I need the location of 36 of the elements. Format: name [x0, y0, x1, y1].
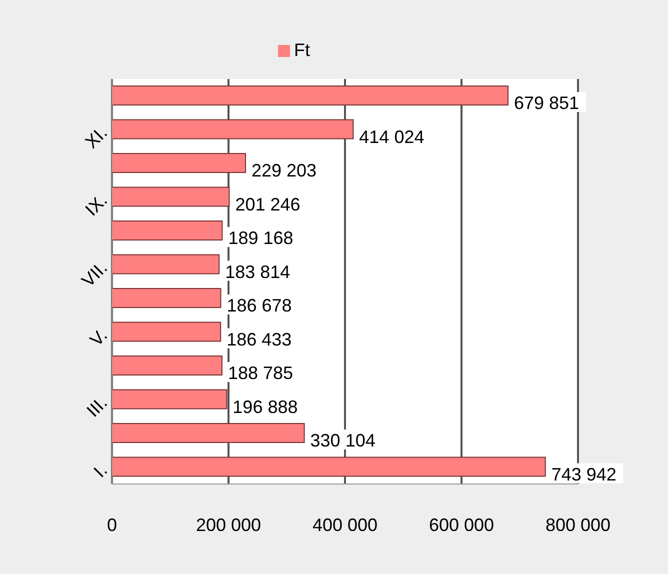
data-label: 679 851 [514, 93, 580, 113]
bar [112, 119, 354, 140]
x-tick-label: 200 000 [196, 514, 262, 535]
y-tick-label: III. [82, 392, 112, 421]
data-label: 186 678 [226, 296, 292, 316]
data-label: 229 203 [252, 160, 317, 180]
bar [112, 254, 220, 274]
data-label: 189 168 [228, 228, 294, 248]
bar [112, 186, 230, 207]
data-label: 188 785 [228, 363, 294, 383]
y-tick-label: I. [90, 460, 112, 482]
data-label: 330 104 [310, 430, 376, 450]
bar [112, 220, 223, 240]
x-tick-label: 400 000 [312, 514, 378, 535]
bar [112, 322, 222, 342]
y-tick-label: XI. [81, 122, 112, 152]
legend-label: Ft [294, 40, 310, 60]
data-label: 743 942 [551, 464, 616, 484]
data-label: 183 814 [225, 262, 290, 282]
bar [112, 356, 222, 376]
data-label: 201 246 [235, 194, 300, 214]
bar [112, 456, 546, 477]
bar [112, 288, 222, 308]
bar [112, 153, 246, 173]
bar [112, 389, 228, 410]
x-tick-label: 600 000 [428, 514, 494, 535]
y-tick-label: IX. [81, 190, 112, 220]
x-tick-label: 800 000 [545, 514, 611, 535]
x-tick-label: 0 [106, 514, 118, 535]
y-tick-label: VII. [78, 258, 112, 291]
bar [112, 86, 509, 106]
data-label: 196 888 [232, 396, 298, 417]
data-label: 186 433 [226, 329, 292, 350]
y-tick-label: V. [86, 325, 112, 350]
bar [112, 423, 305, 443]
data-label: 414 024 [359, 126, 424, 147]
